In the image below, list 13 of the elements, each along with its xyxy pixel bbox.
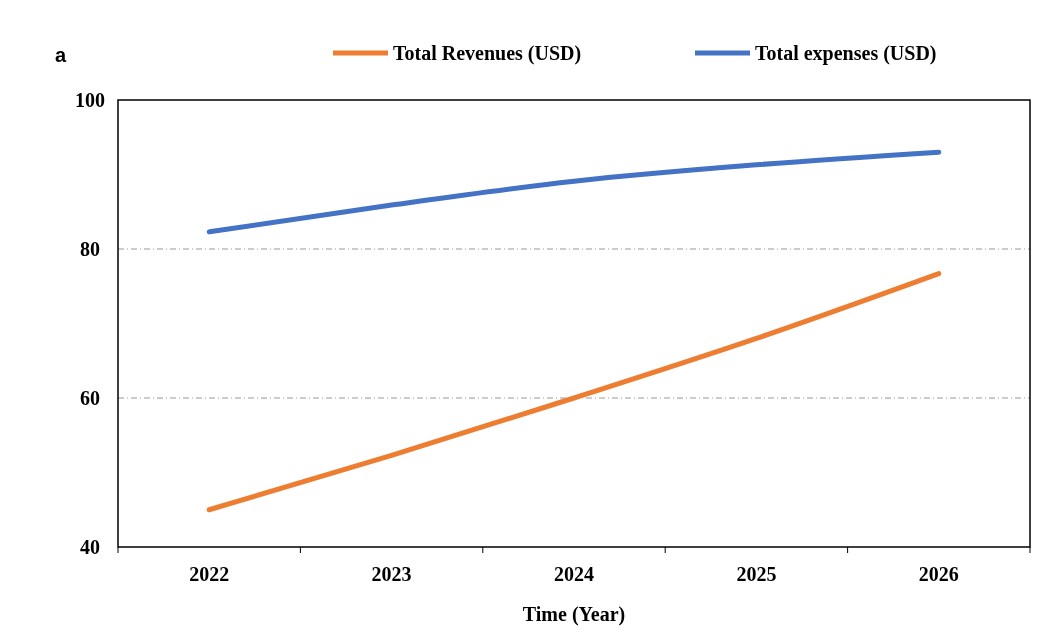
legend-label: Total expenses (USD): [755, 42, 937, 65]
legend-label: Total Revenues (USD): [393, 42, 582, 65]
x-tick-label: 2023: [371, 563, 412, 585]
x-tick-label: 2024: [554, 563, 594, 585]
x-axis-title: Time (Year): [522, 603, 626, 626]
y-tick-label: 40: [80, 536, 100, 558]
y-tick-label: 60: [80, 387, 100, 409]
y-tick-label: 80: [80, 238, 100, 260]
y-tick-label: 100: [75, 89, 105, 111]
x-tick-label: 2025: [736, 563, 777, 585]
x-tick-label: 2026: [918, 563, 959, 585]
chart-title: a: [55, 44, 67, 66]
x-tick-label: 2022: [189, 563, 230, 585]
